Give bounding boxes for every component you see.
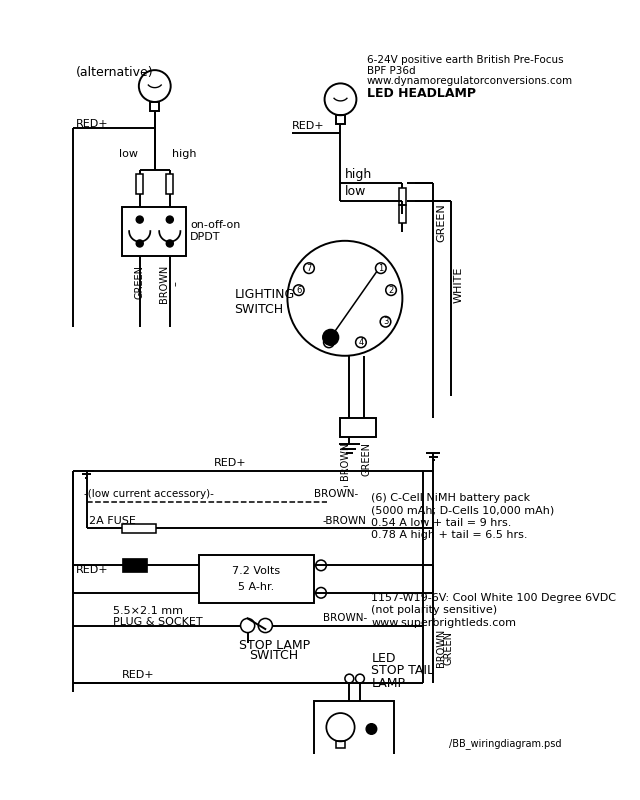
Text: PLUG & SOCKET: PLUG & SOCKET xyxy=(113,617,203,626)
Text: SWITCH: SWITCH xyxy=(234,302,284,316)
Bar xyxy=(399,206,406,223)
Text: RED+: RED+ xyxy=(292,121,324,131)
Text: SWITCH: SWITCH xyxy=(250,650,299,662)
Bar xyxy=(314,701,394,758)
Text: BPF P36d: BPF P36d xyxy=(367,66,415,76)
Text: 4: 4 xyxy=(358,338,364,347)
Text: (not polarity sensitive): (not polarity sensitive) xyxy=(371,605,497,615)
Circle shape xyxy=(376,263,386,274)
Text: 2: 2 xyxy=(388,286,394,294)
Text: STOP LAMP: STOP LAMP xyxy=(239,638,310,652)
Text: www.superbrightleds.com: www.superbrightleds.com xyxy=(371,618,516,627)
Circle shape xyxy=(355,674,364,683)
Bar xyxy=(340,418,376,437)
Text: 6: 6 xyxy=(296,286,301,294)
Text: LAMP: LAMP xyxy=(371,677,405,690)
Bar xyxy=(336,115,345,124)
Bar xyxy=(336,742,345,749)
Text: 7.2 Volts: 7.2 Volts xyxy=(232,566,280,576)
Circle shape xyxy=(258,618,273,633)
Text: BROWN-: BROWN- xyxy=(323,613,367,623)
Bar xyxy=(122,207,186,256)
Text: low: low xyxy=(119,150,138,159)
Text: high: high xyxy=(345,168,372,181)
Circle shape xyxy=(241,618,255,633)
Bar xyxy=(122,524,156,533)
Text: –: – xyxy=(342,482,348,491)
Text: 2A FUSE: 2A FUSE xyxy=(90,515,136,526)
Circle shape xyxy=(304,263,314,274)
Text: 5: 5 xyxy=(326,338,332,347)
Circle shape xyxy=(136,216,143,223)
Bar xyxy=(150,102,159,111)
Text: 6-24V positive earth British Pre-Focus: 6-24V positive earth British Pre-Focus xyxy=(367,55,564,65)
Text: RED+: RED+ xyxy=(214,458,246,468)
Text: BROWN-: BROWN- xyxy=(314,489,358,499)
Text: 3: 3 xyxy=(383,318,388,326)
Text: LED: LED xyxy=(371,652,396,665)
Bar xyxy=(122,558,147,573)
Text: DPDT: DPDT xyxy=(190,232,221,242)
Text: RED+: RED+ xyxy=(122,670,155,680)
Bar xyxy=(199,554,314,603)
Text: RED+: RED+ xyxy=(76,119,109,129)
Bar xyxy=(136,174,143,194)
Text: RED+: RED+ xyxy=(76,565,109,575)
Circle shape xyxy=(386,285,396,295)
Circle shape xyxy=(356,337,366,348)
Text: STOP TAIL: STOP TAIL xyxy=(371,665,435,678)
Text: GREEN: GREEN xyxy=(436,204,446,242)
Text: 5 A-hr.: 5 A-hr. xyxy=(238,582,275,592)
Text: BROWN: BROWN xyxy=(436,629,446,666)
Text: 1157-W19-6V: Cool White 100 Degree 6VDC: 1157-W19-6V: Cool White 100 Degree 6VDC xyxy=(371,593,616,602)
Text: /BB_wiringdiagram.psd: /BB_wiringdiagram.psd xyxy=(449,738,561,750)
Text: WHITE: WHITE xyxy=(454,267,464,303)
Circle shape xyxy=(166,216,173,223)
Circle shape xyxy=(136,240,143,247)
Circle shape xyxy=(316,560,326,570)
Text: BROWN: BROWN xyxy=(340,442,350,480)
Bar xyxy=(399,188,406,206)
Circle shape xyxy=(380,317,391,327)
Text: on-off-on: on-off-on xyxy=(190,221,241,230)
Text: 0.54 A low + tail = 9 hrs.: 0.54 A low + tail = 9 hrs. xyxy=(371,518,512,528)
Text: (alternative): (alternative) xyxy=(76,66,154,78)
Circle shape xyxy=(323,330,339,346)
Circle shape xyxy=(324,337,334,348)
Text: 5.5×2.1 mm: 5.5×2.1 mm xyxy=(113,606,183,616)
Circle shape xyxy=(294,285,304,295)
Bar xyxy=(166,174,173,194)
Circle shape xyxy=(366,724,377,734)
Circle shape xyxy=(316,587,326,598)
Text: -BROWN: -BROWN xyxy=(323,515,367,526)
Text: GREEN: GREEN xyxy=(361,442,371,475)
Circle shape xyxy=(166,240,173,247)
Text: 7: 7 xyxy=(307,264,312,273)
Text: GREEN: GREEN xyxy=(135,265,145,298)
Text: GREEN: GREEN xyxy=(444,630,454,665)
Text: (5000 mAh; D-Cells 10,000 mAh): (5000 mAh; D-Cells 10,000 mAh) xyxy=(371,506,555,515)
Text: www.dynamoregulatorconversions.com: www.dynamoregulatorconversions.com xyxy=(367,76,573,86)
Text: LED HEADLAMP: LED HEADLAMP xyxy=(367,87,476,100)
Text: BROWN
–: BROWN – xyxy=(159,265,180,303)
Text: (6) C-Cell NiMH battery pack: (6) C-Cell NiMH battery pack xyxy=(371,493,531,503)
Text: -(low current accessory)-: -(low current accessory)- xyxy=(84,489,214,499)
Text: low: low xyxy=(345,186,366,198)
Circle shape xyxy=(345,674,354,683)
Text: LIGHTING: LIGHTING xyxy=(234,288,294,301)
Text: 0.78 A high + tail = 6.5 hrs.: 0.78 A high + tail = 6.5 hrs. xyxy=(371,530,528,540)
Text: 1: 1 xyxy=(378,264,383,273)
Text: high: high xyxy=(172,150,196,159)
